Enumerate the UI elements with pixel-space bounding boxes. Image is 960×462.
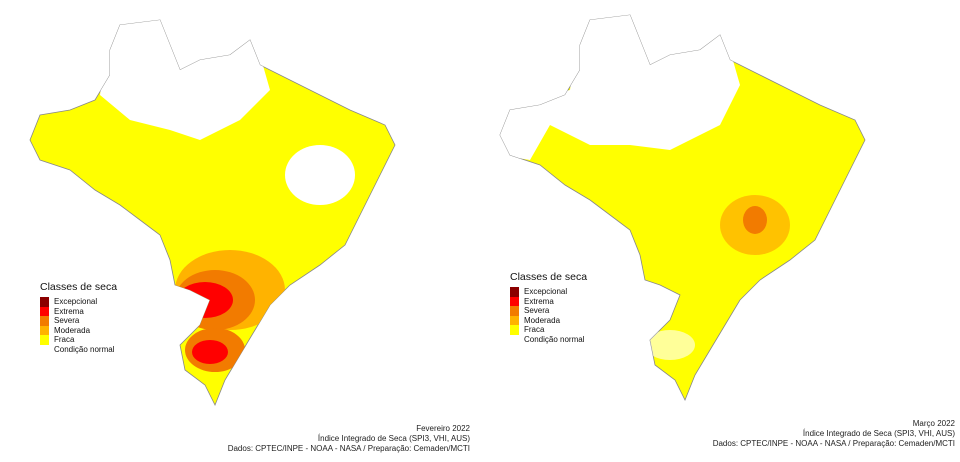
caption-index: Índice Integrado de Seca (SPI3, VHI, AUS… [802, 429, 955, 438]
swatch-normal [40, 344, 49, 354]
legend-title: Classes de seca [40, 281, 118, 293]
extreme-south [177, 282, 233, 318]
caption-source: Dados: CPTEC/INPE - NOAA - NASA / Prepar… [712, 439, 955, 448]
swatch-extrema [40, 306, 49, 316]
caption-march: Março 2022 Índice Integrado de Seca (SPI… [713, 419, 955, 449]
legend-item: Severa [54, 316, 80, 326]
legend-march: Classes de seca Excepcional Extrema Seve… [510, 271, 587, 344]
legend-item: Excepcional [524, 287, 568, 297]
legend-item: Moderada [54, 325, 91, 335]
swatch-moderada [40, 325, 49, 335]
legend-title: Classes de seca [510, 271, 588, 283]
severe-center [743, 206, 767, 234]
legend-item: Fraca [54, 335, 75, 345]
swatch-moderada [510, 315, 519, 325]
legend-item: Condição normal [54, 344, 115, 354]
swatch-fraca [510, 325, 519, 335]
caption-period: Março 2022 [912, 419, 955, 428]
caption-index: Índice Integrado de Seca (SPI3, VHI, AUS… [317, 434, 470, 443]
swatch-severa [40, 316, 49, 326]
normal-northeast [285, 145, 355, 205]
legend-item: Extrema [524, 296, 554, 306]
swatch-normal [510, 334, 519, 344]
caption-february: Fevereiro 2022 Índice Integrado de Seca … [228, 424, 470, 454]
normal-south [645, 330, 695, 360]
legend-item: Condição normal [524, 334, 585, 344]
caption-source: Dados: CPTEC/INPE - NOAA - NASA / Prepar… [227, 444, 470, 453]
legend-item: Moderada [524, 315, 561, 325]
swatch-excepcional [40, 297, 49, 307]
legend-february: Classes de seca Excepcional Extrema Seve… [40, 281, 117, 354]
legend-item: Extrema [54, 306, 84, 316]
caption-period: Fevereiro 2022 [416, 424, 470, 433]
legend-item: Excepcional [54, 297, 98, 307]
swatch-excepcional [510, 287, 519, 297]
extreme-rs [192, 340, 228, 364]
swatch-fraca [40, 335, 49, 345]
legend-item: Fraca [524, 325, 545, 335]
swatch-severa [510, 306, 519, 316]
swatch-extrema [510, 296, 519, 306]
legend-item: Severa [524, 306, 550, 316]
